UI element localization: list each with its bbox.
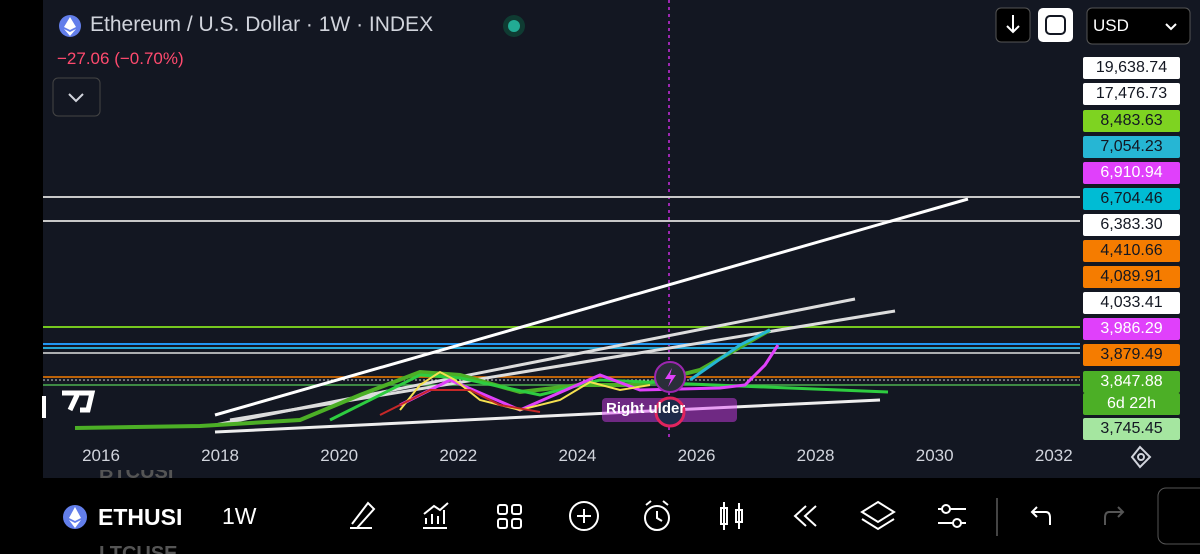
symbol-title: Ethereum / U.S. Dollar · 1W · INDEX: [90, 13, 434, 36]
x-axis-label: 2018: [201, 446, 239, 465]
price-label: 19,638.74: [1083, 57, 1180, 79]
price-label: 3,986.29: [1083, 318, 1180, 340]
price-label: 6,910.94: [1083, 162, 1180, 184]
x-axis-label: 2030: [915, 446, 954, 465]
x-axis-label: 2026: [677, 446, 716, 465]
price-label: 8,483.63: [1083, 110, 1180, 132]
toolbar-symbol[interactable]: ETHUSI: [98, 504, 183, 530]
x-axis-label: 2022: [439, 446, 478, 465]
price-label: 3,745.45: [1083, 418, 1180, 440]
price-label: 6d 22h: [1083, 393, 1180, 415]
x-axis-label: 2016: [82, 446, 120, 465]
watchlist-next: LTCUSE: [99, 543, 178, 554]
x-axis-label: 2032: [1034, 446, 1073, 465]
price-change: −27.06 (−0.70%): [57, 49, 184, 68]
watchlist-prev: BTCUSI: [99, 470, 174, 483]
price-label: 17,476.73: [1083, 83, 1180, 105]
price-label: 7,054.23: [1083, 136, 1180, 158]
drawing-label: Right ulder: [606, 400, 686, 417]
toolbar-interval[interactable]: 1W: [222, 503, 257, 529]
price-label: 3,847.88: [1083, 371, 1180, 393]
price-label: 4,033.41: [1083, 292, 1180, 314]
price-label: 3,879.49: [1083, 344, 1180, 366]
price-label: 6,383.30: [1083, 214, 1180, 236]
x-axis-label: 2028: [796, 446, 835, 465]
currency-selector[interactable]: USD: [1093, 16, 1129, 35]
chart-area: [43, 0, 1200, 478]
price-label: 4,410.66: [1083, 240, 1180, 262]
price-label: 4,089.91: [1083, 266, 1180, 288]
x-axis-label: 2020: [320, 446, 359, 465]
price-label: 6,704.46: [1083, 188, 1180, 210]
x-axis-label: 2024: [558, 446, 597, 465]
